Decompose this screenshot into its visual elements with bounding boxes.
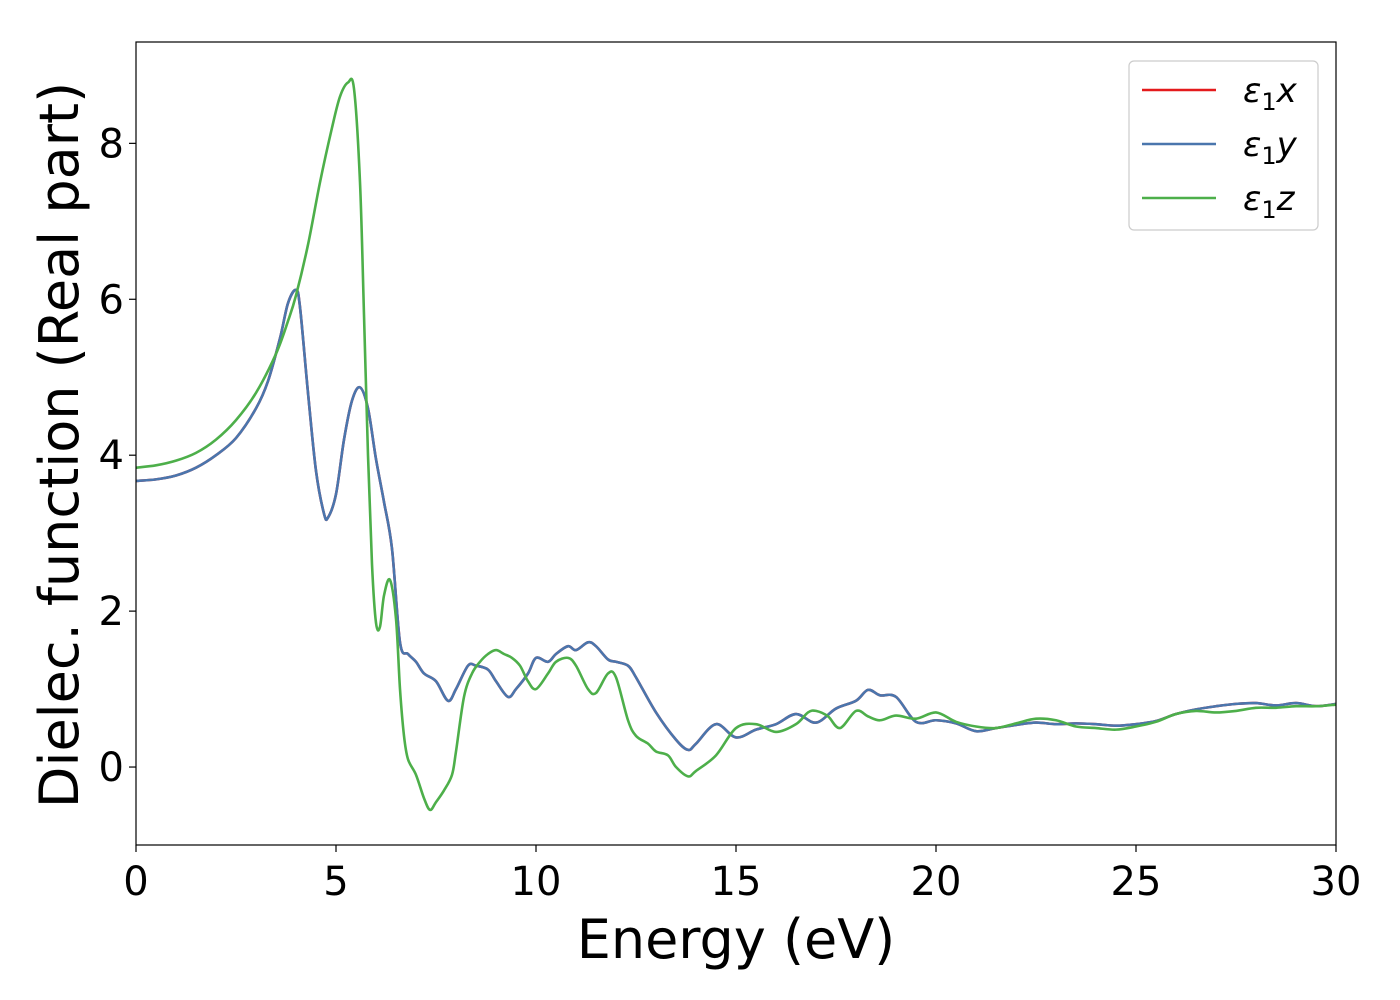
x-tick-label: 5: [323, 859, 348, 905]
x-tick-label: 20: [911, 859, 962, 905]
y-axis: 0 2 4 6 8: [99, 121, 136, 791]
legend-label-y: ε1y: [1243, 125, 1298, 170]
x-tick-label: 0: [123, 859, 148, 905]
legend-label-x: ε1x: [1243, 71, 1298, 116]
y-tick-label: 0: [99, 745, 124, 791]
y-tick-label: 2: [99, 589, 124, 635]
y-tick-label: 8: [99, 121, 124, 167]
y-tick-label: 6: [99, 277, 124, 323]
x-tick-label: 10: [511, 859, 562, 905]
y-axis-label: Dielec. function (Real part): [28, 82, 91, 808]
series-layer: [136, 77, 1336, 812]
x-tick-label: 30: [1311, 859, 1362, 905]
legend-label-z: ε1z: [1243, 179, 1296, 224]
series-line-z: [136, 77, 1336, 812]
y-tick-label: 4: [99, 433, 124, 479]
series-line-y: [136, 288, 1336, 752]
x-axis: 0 5 10 15 20 25 30: [123, 845, 1361, 905]
legend: ε1x ε1y ε1z: [1128, 60, 1319, 231]
x-axis-label: Energy (eV): [577, 908, 896, 971]
x-tick-label: 25: [1111, 859, 1162, 905]
x-tick-label: 15: [711, 859, 762, 905]
legend-box: [1128, 60, 1319, 231]
